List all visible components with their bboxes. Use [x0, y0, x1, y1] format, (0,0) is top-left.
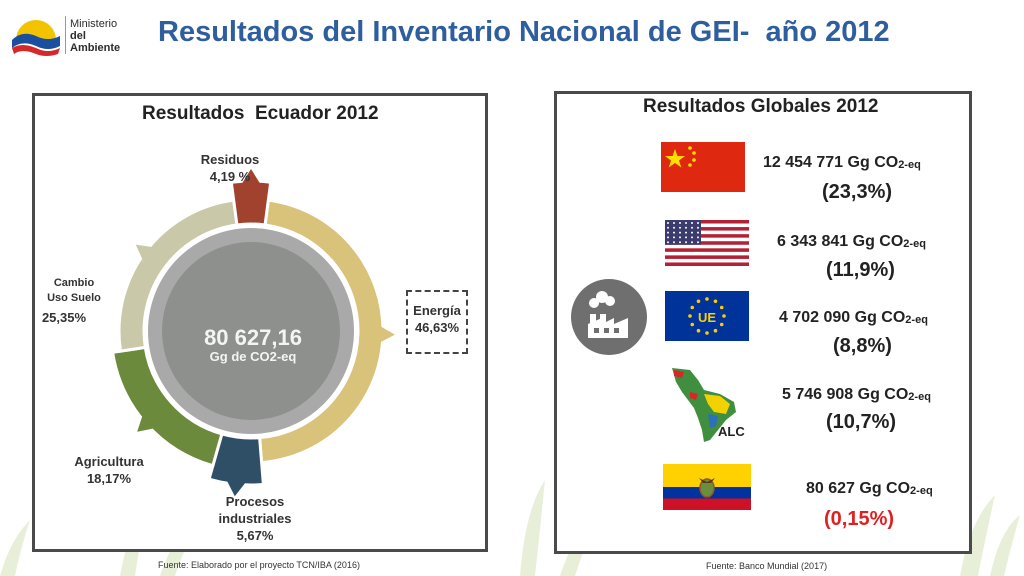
energia-label: Energía 46,63% — [406, 302, 468, 336]
energia-name: Energía — [413, 303, 461, 318]
ecuador-panel-title: Resultados Ecuador 2012 — [142, 103, 379, 124]
china-emissions-pct: (23,3%) — [822, 181, 893, 203]
agricultura-label: Agricultura 18,17% — [66, 453, 152, 487]
residuos-name: Residuos — [200, 152, 260, 167]
global-source-footer: Fuente: Banco Mundial (2017) — [706, 561, 828, 571]
agricultura-name: Agricultura — [74, 454, 144, 469]
procesos-label: Procesos industriales 5,67% — [210, 493, 300, 544]
logo-line-2: del Ambiente — [70, 30, 121, 54]
total-emissions-value: 80 627,16 — [204, 325, 302, 350]
latin-america-map: ALC — [672, 368, 745, 442]
slice-pointer-procesos — [227, 481, 246, 497]
ministerio-logo: Ministerio del Ambiente — [8, 6, 138, 58]
slice-pointer-agricultura — [137, 416, 154, 432]
total-emissions-unit: Gg de CO2-eq — [209, 349, 297, 364]
ecuador-emissions-value: 80 627 Gg CO2-eq — [806, 480, 933, 497]
eu-emissions-value: 4 702 090 Gg CO2-eq — [779, 309, 928, 326]
residuos-label: Residuos 4,19 % — [190, 151, 270, 185]
usa-emissions-pct: (11,9%) — [826, 259, 895, 281]
ecuador-source-footer: Fuente: Elaborado por el proyecto TCN/IB… — [158, 560, 360, 570]
logo-text: Ministerio del Ambiente — [70, 18, 138, 54]
procesos-name-1: Procesos — [225, 494, 285, 509]
procesos-name-2: industriales — [218, 511, 292, 526]
donut-slice-residuos — [229, 179, 273, 227]
eu-flag: UE — [665, 291, 749, 341]
china-flag — [661, 142, 745, 192]
donut-slice-agricultura — [110, 345, 224, 468]
ecuador-coat-of-arms-icon — [699, 478, 715, 498]
donut-center — [162, 242, 340, 420]
alc-emissions-value: 5 746 908 Gg CO2-eq — [782, 386, 931, 403]
slice-pointer-residuos — [242, 169, 260, 184]
slice-pointer-cambio — [135, 244, 152, 260]
usa-emissions-value: 6 343 841 Gg CO2-eq — [777, 233, 926, 250]
eu-label: UE — [698, 310, 716, 325]
slice-pointer-energia — [380, 326, 395, 343]
agricultura-pct: 18,17% — [86, 471, 132, 486]
cambio-pct: 25,35% — [41, 310, 87, 325]
global-panel-title: Resultados Globales 2012 — [643, 96, 879, 117]
energia-dashed-box — [406, 290, 468, 354]
logo-divider — [65, 16, 66, 54]
ecuador-emissions-pct: (0,15%) — [824, 508, 895, 530]
cambio-name-1: Cambio — [53, 277, 95, 289]
alc-emissions-pct: (10,7%) — [826, 411, 897, 433]
factory-icon — [571, 279, 647, 355]
alc-label: ALC — [718, 424, 745, 439]
china-emissions-value: 12 454 771 Gg CO2-eq — [763, 154, 921, 171]
usa-flag — [665, 220, 749, 266]
page-title: Resultados del Inventario Nacional de GE… — [158, 16, 890, 48]
energia-pct: 46,63% — [414, 320, 460, 335]
eu-emissions-pct: (8,8%) — [833, 335, 892, 357]
residuos-pct: 4,19 % — [209, 169, 251, 184]
cambio-name-2: Uso Suelo — [47, 292, 101, 304]
logo-line-1: Ministerio — [70, 18, 118, 30]
ecuador-emblem-icon — [12, 20, 60, 56]
ecuador-flag — [663, 464, 751, 510]
cambio-uso-suelo-label: Cambio Uso Suelo — [36, 276, 112, 306]
procesos-pct: 5,67% — [236, 528, 274, 543]
